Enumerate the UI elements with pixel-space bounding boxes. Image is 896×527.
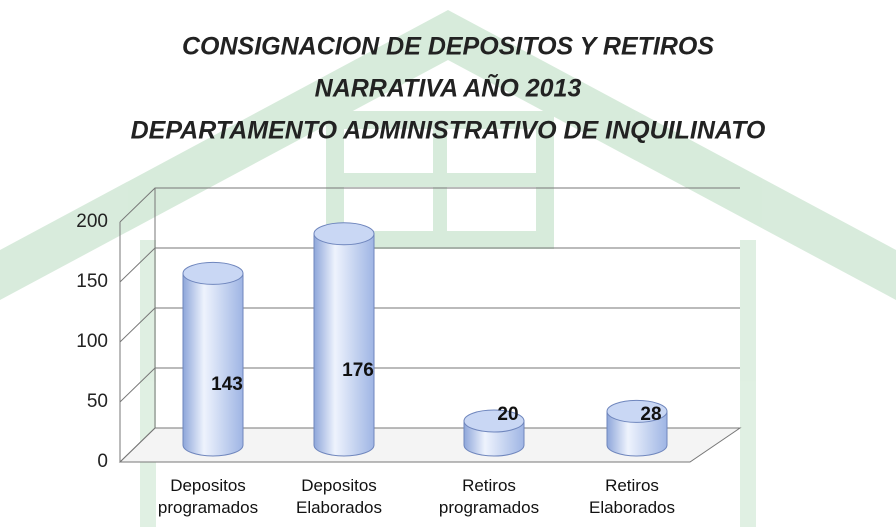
x-tick-label: Depositos Elaborados [296, 476, 382, 517]
bar-top [463, 409, 525, 433]
value-label: 176 [342, 360, 374, 381]
y-tick-label: 150 [76, 271, 108, 292]
x-tick-label: Retiros Elaborados [589, 476, 675, 517]
grid-line [119, 187, 740, 223]
bar-top [182, 261, 244, 285]
y-tick-label: 100 [76, 331, 108, 352]
bar-top [606, 399, 668, 423]
bar [182, 272, 244, 457]
value-label: 28 [640, 404, 661, 425]
bar-top [313, 222, 375, 246]
grid-line [119, 307, 740, 343]
y-tick-label: 50 [87, 391, 108, 412]
grid-line [119, 367, 740, 403]
x-tick-label: Retiros programados [439, 476, 539, 517]
bar [313, 233, 375, 457]
grid-line [119, 427, 740, 463]
bar [606, 410, 668, 457]
chart-title: DEPARTAMENTO ADMINISTRATIVO DE INQUILINA… [131, 117, 766, 145]
chart-title: CONSIGNACION DE DEPOSITOS Y RETIROS [182, 33, 714, 61]
value-label: 143 [211, 374, 243, 395]
y-tick-label: 0 [97, 451, 108, 472]
y-tick-label: 200 [76, 211, 108, 232]
x-tick-label: Depositos programados [158, 476, 258, 517]
chart-title: NARRATIVA AÑO 2013 [315, 73, 582, 103]
value-label: 20 [497, 404, 518, 425]
grid-line [119, 247, 740, 283]
